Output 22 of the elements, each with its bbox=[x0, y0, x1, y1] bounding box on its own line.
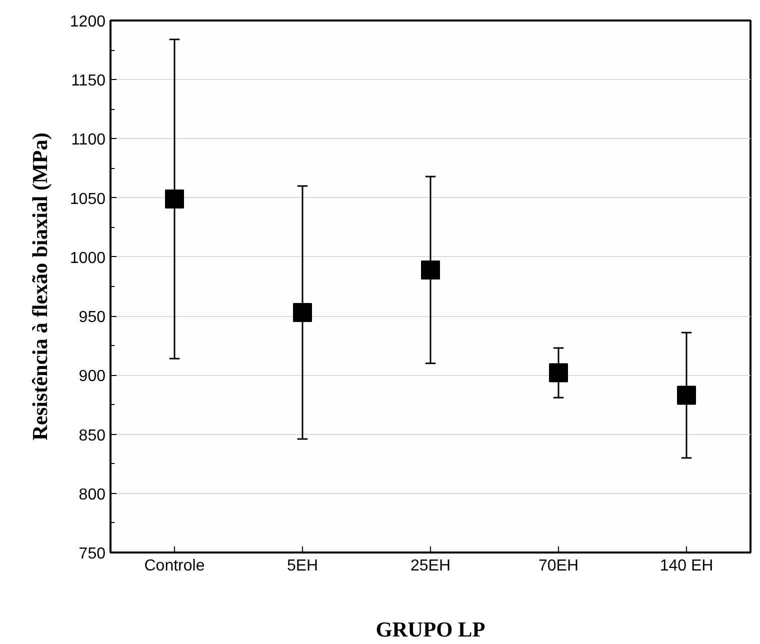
x-axis-title: GRUPO LP bbox=[376, 618, 486, 642]
x-tick-label: Controle bbox=[144, 558, 205, 574]
point bbox=[421, 260, 440, 280]
x-tick-label: 140 EH bbox=[660, 558, 714, 574]
y-tick-label: 1000 bbox=[70, 250, 106, 267]
point bbox=[293, 303, 312, 322]
x-tick-label: 25EH bbox=[410, 558, 451, 574]
y-tick-label: 1200 bbox=[70, 14, 106, 30]
x-tick-label: 5EH bbox=[286, 558, 318, 574]
y-tick-label: 1150 bbox=[71, 72, 106, 90]
y-tick-label: 750 bbox=[78, 546, 106, 562]
y-tick-label: 800 bbox=[78, 486, 106, 504]
y-tick-label: 900 bbox=[78, 368, 106, 386]
point bbox=[677, 386, 696, 405]
point bbox=[549, 363, 568, 382]
y-tick-label: 1050 bbox=[70, 190, 106, 208]
x-tick-label: 70EH bbox=[538, 558, 579, 574]
y-tick-label: 950 bbox=[78, 309, 106, 326]
y-tick-label: 1100 bbox=[71, 132, 106, 149]
y-axis-title: Resistência à flexão biaxial (MPa) bbox=[28, 132, 52, 441]
point bbox=[165, 190, 184, 209]
y-tick-label: 850 bbox=[78, 427, 106, 444]
